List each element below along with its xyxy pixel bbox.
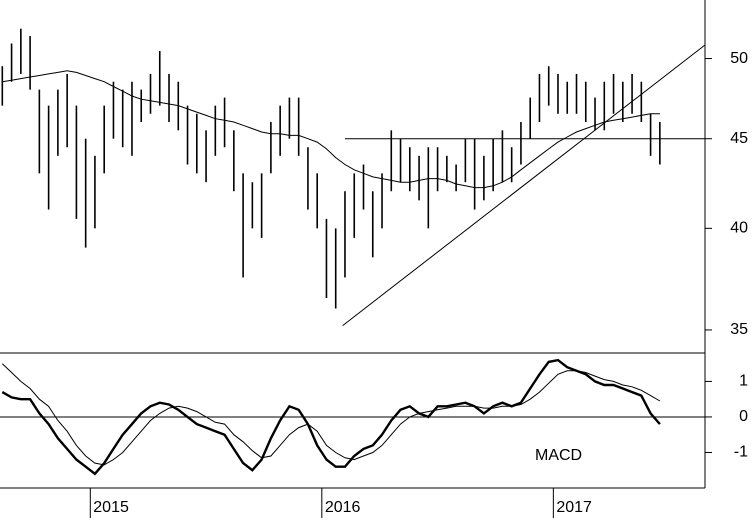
y-tick-label: 45 [730, 130, 748, 147]
y-tick-label: 35 [730, 321, 748, 338]
y-tick-label: 1 [739, 373, 748, 390]
x-tick-label: 2016 [325, 499, 361, 516]
x-tick-label: 2017 [556, 499, 592, 516]
x-tick-label: 2015 [93, 499, 129, 516]
y-tick-label: 0 [739, 408, 748, 425]
y-tick-label: 50 [730, 50, 748, 67]
moving-average [2, 70, 660, 189]
y-tick-label: 40 [730, 220, 748, 237]
panel-label: MACD [535, 447, 582, 464]
trend-line [342, 44, 706, 327]
y-tick-label: -1 [734, 444, 748, 461]
signal-line [1, 363, 661, 466]
macd-line [1, 358, 661, 476]
